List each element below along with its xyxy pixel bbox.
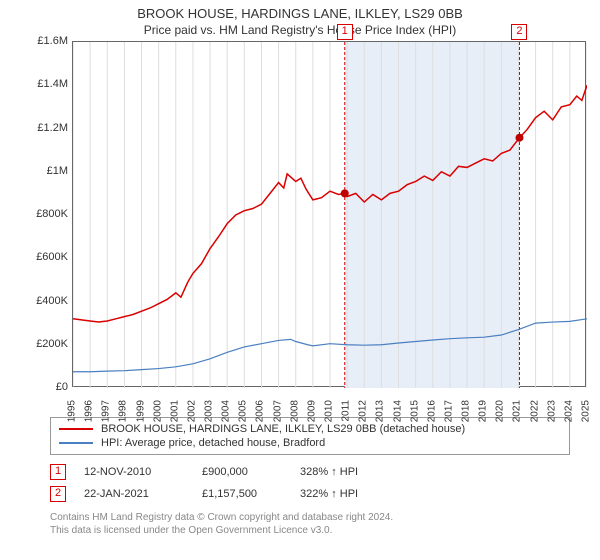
legend-label: BROOK HOUSE, HARDINGS LANE, ILKLEY, LS29… — [101, 423, 465, 435]
chart-subtitle: Price paid vs. HM Land Registry's House … — [0, 21, 600, 41]
y-tick-label: £0 — [56, 381, 68, 393]
x-axis-labels: 1995199619971998199920002001200220032004… — [72, 389, 586, 411]
attribution: Contains HM Land Registry data © Crown c… — [50, 511, 570, 537]
y-tick-label: £1.2M — [37, 122, 68, 134]
x-tick-label: 1998 — [118, 400, 129, 422]
x-tick-label: 2018 — [461, 400, 472, 422]
attribution-line1: Contains HM Land Registry data © Crown c… — [50, 511, 570, 524]
legend: BROOK HOUSE, HARDINGS LANE, ILKLEY, LS29… — [50, 417, 570, 455]
legend-swatch — [59, 428, 93, 430]
y-tick-label: £600K — [36, 251, 68, 263]
x-tick-label: 1999 — [135, 400, 146, 422]
x-tick-label: 2021 — [512, 400, 523, 422]
x-tick-label: 2014 — [392, 400, 403, 422]
legend-row: BROOK HOUSE, HARDINGS LANE, ILKLEY, LS29… — [59, 422, 561, 436]
x-tick-label: 2011 — [341, 400, 352, 422]
x-tick-label: 2017 — [443, 400, 454, 422]
x-tick-label: 2025 — [581, 400, 592, 422]
sale-marker-ref: 1 — [50, 464, 66, 480]
x-tick-label: 2024 — [563, 400, 574, 422]
sale-price: £1,157,500 — [202, 488, 282, 500]
x-tick-label: 2004 — [221, 400, 232, 422]
sale-pct: 322% ↑ HPI — [300, 488, 358, 500]
y-tick-label: £400K — [36, 295, 68, 307]
x-tick-label: 2013 — [375, 400, 386, 422]
sale-marker-1: 1 — [337, 24, 353, 40]
x-tick-label: 2022 — [529, 400, 540, 422]
y-tick-label: £800K — [36, 208, 68, 220]
x-tick-label: 2020 — [495, 400, 506, 422]
attribution-line2: This data is licensed under the Open Gov… — [50, 524, 570, 537]
sale-row: 2 22-JAN-2021 £1,157,500 322% ↑ HPI — [50, 483, 570, 505]
y-axis-labels: £0£200K£400K£600K£800K£1M£1.2M£1.4M£1.6M — [30, 41, 70, 387]
x-tick-label: 2007 — [272, 400, 283, 422]
sales-table: 1 12-NOV-2010 £900,000 328% ↑ HPI 2 22-JAN-20… — [50, 461, 570, 505]
sale-date: 22-JAN-2021 — [84, 488, 184, 500]
x-tick-label: 2015 — [409, 400, 420, 422]
x-tick-label: 1997 — [101, 400, 112, 422]
y-tick-label: £1M — [47, 165, 68, 177]
x-tick-label: 2001 — [169, 400, 180, 422]
sale-marker-2: 2 — [511, 24, 527, 40]
sale-price: £900,000 — [202, 466, 282, 478]
legend-swatch — [59, 442, 93, 444]
x-tick-label: 2019 — [478, 400, 489, 422]
x-tick-label: 2016 — [426, 400, 437, 422]
chart-svg — [73, 42, 587, 388]
sale-pct: 328% ↑ HPI — [300, 466, 358, 478]
sale-row: 1 12-NOV-2010 £900,000 328% ↑ HPI — [50, 461, 570, 483]
x-tick-label: 2002 — [186, 400, 197, 422]
legend-row: HPI: Average price, detached house, Brad… — [59, 436, 561, 450]
y-tick-label: £200K — [36, 338, 68, 350]
chart-title: BROOK HOUSE, HARDINGS LANE, ILKLEY, LS29… — [0, 0, 600, 21]
sale-date: 12-NOV-2010 — [84, 466, 184, 478]
y-tick-label: £1.6M — [37, 35, 68, 47]
plot-area: 12 — [72, 41, 586, 387]
x-tick-label: 2000 — [152, 400, 163, 422]
x-tick-label: 2005 — [238, 400, 249, 422]
x-tick-label: 2023 — [546, 400, 557, 422]
x-tick-label: 1996 — [84, 400, 95, 422]
y-tick-label: £1.4M — [37, 78, 68, 90]
x-tick-label: 2006 — [255, 400, 266, 422]
sale-marker-ref: 2 — [50, 486, 66, 502]
x-tick-label: 2008 — [289, 400, 300, 422]
x-tick-label: 2009 — [306, 400, 317, 422]
legend-label: HPI: Average price, detached house, Brad… — [101, 437, 325, 449]
x-tick-label: 2003 — [204, 400, 215, 422]
x-tick-label: 2010 — [324, 400, 335, 422]
chart-area: £0£200K£400K£600K£800K£1M£1.2M£1.4M£1.6M… — [30, 41, 590, 411]
x-tick-label: 2012 — [358, 400, 369, 422]
x-tick-label: 1995 — [67, 400, 78, 422]
